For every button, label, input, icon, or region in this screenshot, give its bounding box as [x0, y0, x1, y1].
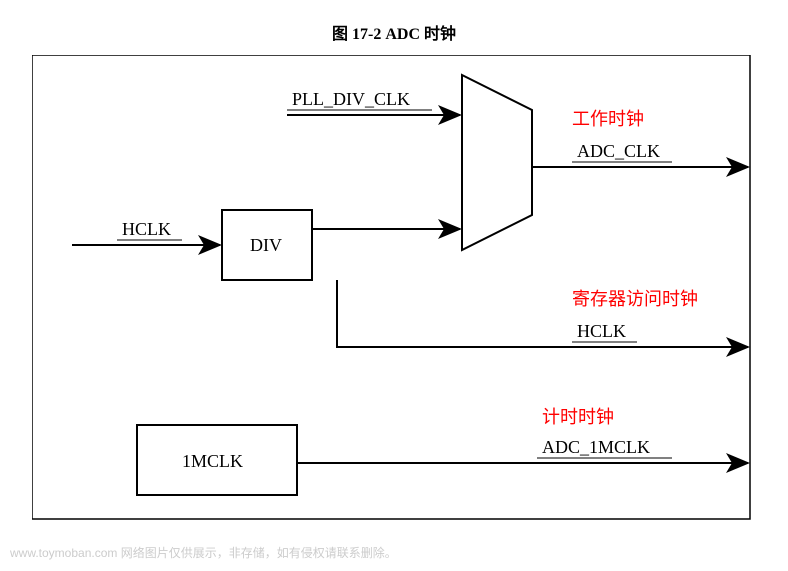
timer-clock-label: 计时时钟: [542, 407, 614, 427]
hclk-in-label: HCLK: [122, 219, 171, 239]
adc-clock-diagram: DIV 1MCLK PLL_DIV_CLK HCLK 工作时钟 ADC_CLK …: [32, 55, 752, 525]
adc-clk-label: ADC_CLK: [577, 141, 660, 161]
mclk-label: 1MCLK: [182, 451, 243, 471]
div-label: DIV: [250, 235, 282, 255]
hclk-out-label: HCLK: [577, 321, 626, 341]
work-clock-label: 工作时钟: [572, 109, 644, 129]
adc-1mclk-label: ADC_1MCLK: [542, 437, 650, 457]
mux-block: [462, 75, 532, 250]
figure-title: 图 17-2 ADC 时钟: [0, 20, 788, 44]
register-clock-label: 寄存器访问时钟: [572, 289, 698, 309]
pll-div-clk-label: PLL_DIV_CLK: [292, 89, 410, 109]
watermark-text: www.toymoban.com 网络图片仅供展示，非存储，如有侵权请联系删除。: [10, 544, 397, 561]
